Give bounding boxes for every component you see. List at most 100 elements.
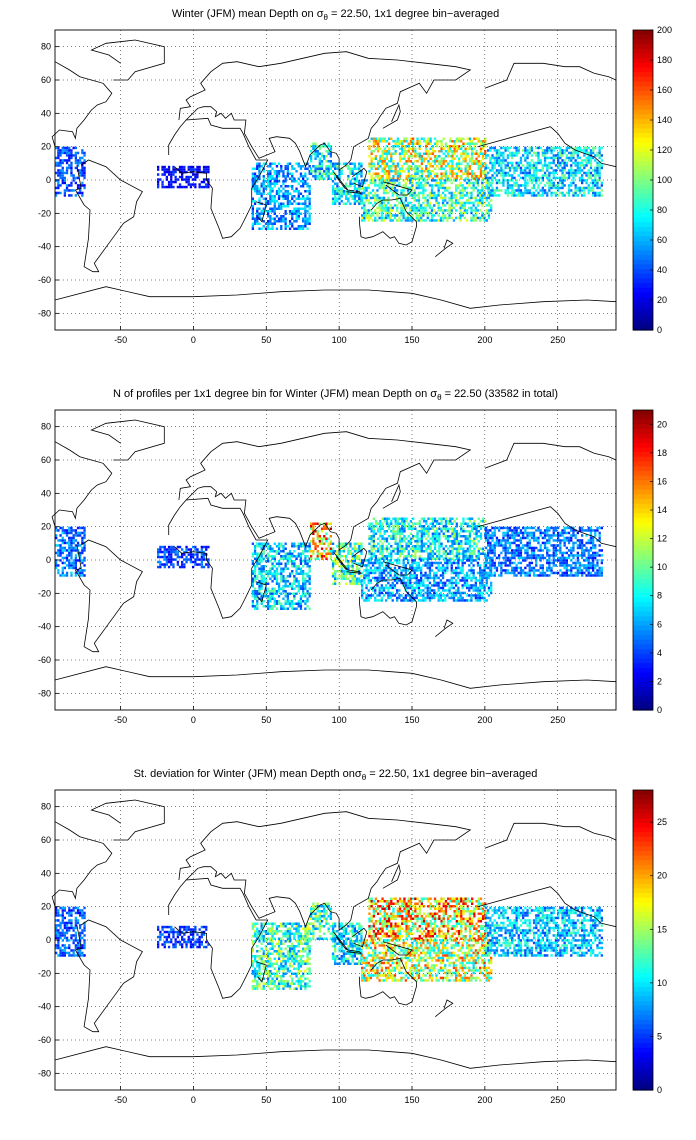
data-cell: [498, 179, 501, 182]
data-cell: [473, 527, 476, 530]
data-cell: [304, 175, 307, 178]
data-cell: [262, 550, 265, 553]
data-cell: [293, 597, 296, 600]
data-cell: [380, 596, 383, 600]
data-cell: [165, 170, 168, 174]
data-cell: [329, 535, 332, 538]
data-cell: [353, 197, 356, 200]
data-cell: [316, 155, 319, 158]
data-cell: [420, 581, 423, 585]
data-cell: [455, 209, 458, 212]
data-cell: [365, 586, 368, 590]
data-cell: [74, 194, 77, 197]
data-cell: [271, 590, 274, 593]
data-cell: [391, 561, 394, 565]
data-cell: [398, 552, 402, 555]
data-cell: [316, 530, 319, 533]
data-cell: [299, 172, 303, 175]
data-cell: [475, 162, 478, 165]
data-cell: [385, 557, 389, 560]
data-cell: [172, 185, 175, 189]
data-cell: [543, 161, 547, 165]
data-cell: [369, 559, 372, 562]
data-cell: [461, 191, 464, 195]
data-cell: [430, 189, 434, 192]
data-cell: [413, 194, 416, 197]
data-cell: [194, 563, 197, 566]
data-cell: [380, 196, 383, 200]
data-cell: [487, 154, 490, 157]
data-cell: [422, 189, 425, 192]
data-cell: [436, 155, 439, 158]
data-cell: [72, 189, 75, 192]
data-cell: [302, 550, 305, 553]
data-cell: [365, 559, 368, 562]
data-cell: [288, 560, 292, 563]
data-cell: [475, 545, 478, 548]
data-cell: [567, 186, 571, 190]
data-cell: [336, 577, 339, 580]
data-cell: [406, 204, 410, 207]
data-cell: [269, 545, 272, 548]
data-cell: [422, 550, 426, 553]
data-cell: [390, 167, 393, 170]
data-cell: [196, 548, 199, 551]
data-cell: [256, 165, 259, 168]
data-cell: [543, 174, 547, 177]
data-cell: [387, 191, 390, 195]
data-cell: [576, 154, 579, 157]
data-cell: [293, 607, 296, 610]
data-cell: [157, 550, 160, 554]
data-cell: [187, 180, 190, 184]
data-cell: [427, 162, 430, 165]
data-cell: [411, 186, 414, 190]
data-cell: [251, 222, 254, 225]
data-cell: [387, 591, 390, 595]
data-cell: [316, 557, 319, 560]
data-cell: [387, 566, 390, 570]
data-cell: [401, 547, 404, 550]
data-cell: [471, 155, 474, 158]
data-cell: [401, 532, 404, 535]
data-cell: [407, 545, 410, 548]
coastline: [178, 51, 472, 171]
data-cell: [284, 167, 287, 170]
colorbar-segment: [633, 86, 653, 92]
data-cell: [578, 179, 582, 182]
data-cell: [353, 162, 356, 165]
data-cell: [396, 589, 399, 592]
data-cell: [583, 194, 586, 197]
data-cell: [422, 594, 425, 597]
data-cell: [396, 191, 399, 195]
data-cell: [304, 560, 307, 563]
data-cell: [479, 194, 482, 197]
data-cell: [351, 570, 354, 573]
data-cell: [302, 600, 305, 603]
data-cell: [592, 151, 595, 155]
data-cell: [524, 191, 527, 195]
data-cell: [477, 140, 480, 143]
data-cell: [451, 535, 454, 538]
data-cell: [393, 191, 397, 195]
data-cell: [282, 180, 285, 183]
data-cell: [415, 194, 418, 197]
data-cell: [81, 536, 84, 540]
data-cell: [457, 535, 461, 538]
data-cell: [282, 182, 285, 185]
data-cell: [370, 157, 373, 160]
data-cell: [430, 179, 434, 182]
data-cell: [299, 180, 303, 183]
data-cell: [442, 532, 445, 535]
data-cell: [178, 183, 182, 186]
data-cell: [323, 527, 326, 530]
data-cell: [400, 189, 403, 192]
data-cell: [543, 189, 547, 192]
data-cell: [355, 555, 359, 558]
data-cell: [490, 209, 493, 212]
data-cell: [334, 575, 337, 578]
data-cell: [57, 549, 60, 552]
data-cell: [280, 215, 283, 218]
data-cell: [345, 555, 348, 558]
data-cell: [378, 201, 381, 205]
data-cell: [267, 212, 270, 215]
